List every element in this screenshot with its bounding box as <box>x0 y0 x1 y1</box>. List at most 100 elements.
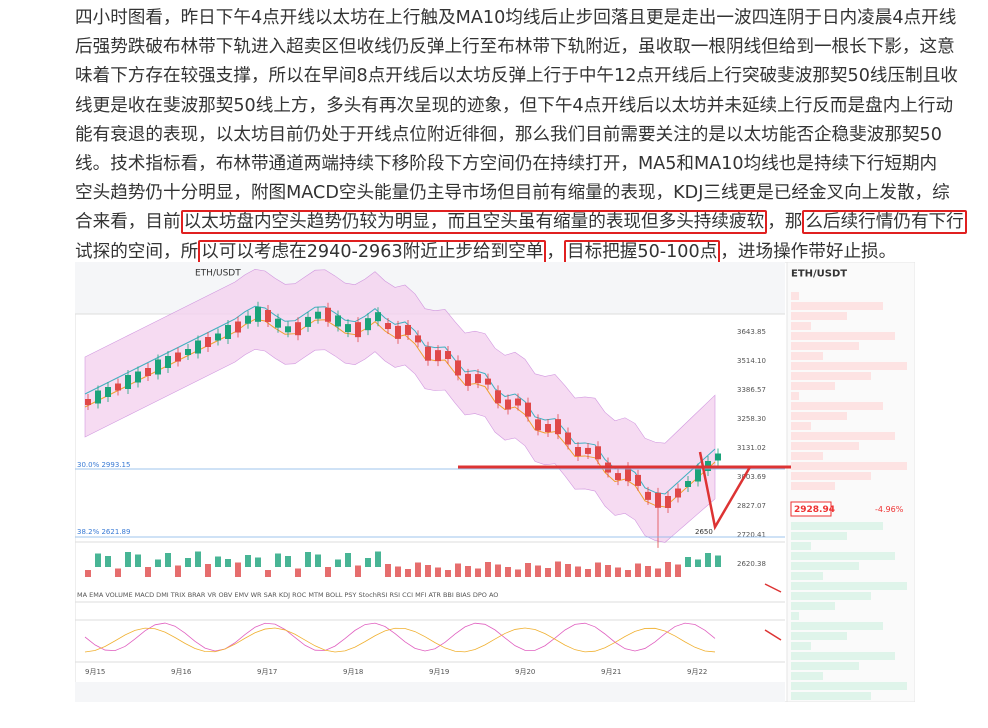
candle <box>505 399 511 410</box>
volume-bar <box>395 566 401 577</box>
volume-bar <box>225 559 231 567</box>
candle <box>565 432 571 445</box>
date-label: 9月18 <box>343 668 363 676</box>
candle <box>315 311 321 319</box>
candle <box>95 390 101 404</box>
date-label: 9月16 <box>171 668 192 676</box>
candle <box>205 337 211 347</box>
order-row <box>791 362 907 370</box>
order-row <box>791 292 799 300</box>
volume-bar <box>535 565 541 577</box>
order-row <box>791 662 859 670</box>
text: 后强势跌破布林带下轨进入超卖区但收线仍反弹上行至布林带下轨附近，虽收取一根阴线但… <box>75 37 955 58</box>
highlighted-text: 么后续行情仍有下行 <box>802 210 967 235</box>
volume-bar <box>595 562 601 577</box>
volume-bar <box>255 557 261 567</box>
order-row <box>791 442 859 450</box>
order-row <box>791 562 859 570</box>
candle <box>85 399 91 405</box>
text-line: 线。技术指标看，布林带通道两端持续下移阶段下方空间仍在持续打开，MA5和MA10… <box>75 150 937 179</box>
order-row <box>791 332 895 340</box>
candle <box>655 492 661 508</box>
volume-bar <box>705 553 711 567</box>
highlighted-text: 以可以考虑在2940-2963附近止步给到空单 <box>198 239 547 264</box>
candle <box>635 474 641 486</box>
book-pair: ETH/USDT <box>791 268 847 279</box>
fib-top: 30.0% 2993.15 <box>77 461 130 469</box>
volume-bar <box>485 562 491 577</box>
order-row <box>791 432 895 440</box>
order-row <box>791 472 871 480</box>
text-line: 后强势跌破布林带下轨进入超卖区但收线仍反弹上行至布林带下轨附近，虽收取一根阴线但… <box>75 33 955 62</box>
price-axis-label: 3643.85 <box>737 328 766 336</box>
order-row <box>791 522 883 530</box>
volume-bar <box>425 565 431 577</box>
date-label: 9月20 <box>515 668 535 676</box>
order-row <box>791 692 871 700</box>
order-row <box>791 482 835 490</box>
candle <box>445 351 451 360</box>
volume-bar <box>135 554 141 567</box>
price-axis-label: 2827.07 <box>737 502 766 510</box>
volume-bar <box>685 557 691 567</box>
volume-bar <box>335 559 341 567</box>
candle <box>235 321 241 333</box>
order-row <box>791 302 883 310</box>
candle <box>615 473 621 481</box>
text: ， <box>546 241 564 262</box>
candle <box>345 324 351 333</box>
candle <box>625 467 631 482</box>
order-row <box>791 582 907 590</box>
order-row <box>791 632 847 640</box>
candle <box>155 359 161 375</box>
order-row <box>791 532 847 540</box>
order-row <box>791 682 907 690</box>
price-axis-label: 2720.41 <box>737 531 766 539</box>
volume-bar <box>575 566 581 577</box>
candle <box>425 346 431 361</box>
text-line: 试探的空间，所 以可以考虑在2940-2963附近止步给到空单，目标把握50-10… <box>75 238 896 267</box>
volume-bar <box>415 562 421 577</box>
highlighted-text: 以太坊盘内空头趋势仍较为明显，而且空头虽有缩量的表现但多头持续疲软 <box>180 210 768 235</box>
volume-bar <box>435 567 441 577</box>
order-row <box>791 612 799 620</box>
kdj-line <box>84 627 716 653</box>
pair: ETH/USDT <box>195 269 241 279</box>
date-label: 9月15 <box>85 668 105 676</box>
volume-bar <box>275 553 281 567</box>
volume-bar <box>145 567 151 577</box>
order-row <box>791 452 823 460</box>
change: -4.96% <box>875 505 904 514</box>
order-row <box>791 462 907 470</box>
candle <box>385 323 391 330</box>
order-row <box>791 622 883 630</box>
order-row <box>791 572 823 580</box>
order-row <box>791 392 799 400</box>
candle <box>595 446 601 460</box>
volume-bar <box>355 565 361 577</box>
price-axis-label: 3131.02 <box>737 444 766 452</box>
candle <box>275 318 281 328</box>
candle <box>645 491 651 500</box>
indicator-list: MA EMA VOLUME MACD DMI TRIX BRAR VR OBV … <box>77 591 498 599</box>
marked-arrow <box>698 451 752 531</box>
volume-bar <box>345 553 351 567</box>
text: 合来看，目前 <box>75 212 181 233</box>
candle <box>295 322 301 336</box>
volume-bar <box>405 569 411 577</box>
candle <box>675 488 681 498</box>
order-row <box>791 352 823 360</box>
volume-bar <box>315 554 321 567</box>
volume-bar <box>175 565 181 577</box>
candle <box>465 373 471 386</box>
volume-bar <box>295 568 301 577</box>
order-row <box>791 372 871 380</box>
volume-bar <box>365 558 371 567</box>
candle <box>535 419 541 431</box>
text-line: 空头趋势仍十分明显，附图MACD空头能量仍主导市场但目前有缩量的表现，KDJ三线… <box>75 179 950 208</box>
volume-bar <box>125 552 131 567</box>
candle <box>665 496 671 508</box>
candle <box>115 383 121 391</box>
volume-bar <box>205 564 211 577</box>
